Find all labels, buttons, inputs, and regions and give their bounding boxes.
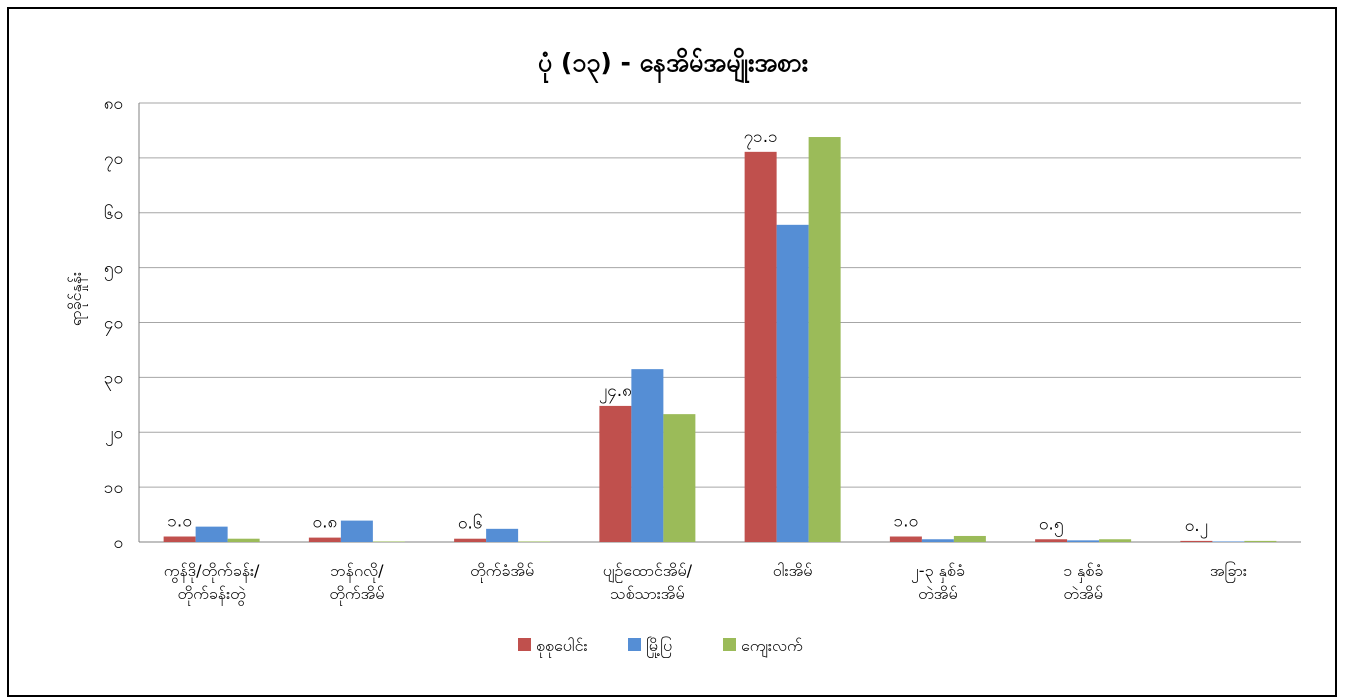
y-tick-label: ၅၀ bbox=[104, 259, 123, 282]
bar bbox=[631, 369, 664, 542]
bar bbox=[486, 528, 519, 542]
y-tick-label: ၀ bbox=[113, 533, 123, 553]
chart: ပုံ (၁၃) - နေအိမ်အမျိုးအစား ၀ ၁၀ ၂၀ ၃၀ ၄၀ ၅၀ ၆… bbox=[66, 48, 1301, 658]
bar bbox=[921, 539, 954, 542]
data-label: ၀.၂ bbox=[1185, 516, 1208, 539]
data-label: ၂၄.၈ bbox=[599, 381, 632, 404]
bar bbox=[195, 526, 228, 542]
bar bbox=[372, 541, 405, 542]
category-label: ဝါးအိမ် bbox=[773, 561, 813, 580]
chart-frame: ပုံ (၁၃) - နေအိမ်အမျိုးအစား ၀ ၁၀ ၂၀ ၃၀ ၄၀ ၅၀ ၆… bbox=[7, 7, 1337, 697]
bar bbox=[1067, 540, 1100, 542]
y-tick-label: ၁၀ bbox=[104, 478, 123, 498]
category-label: တဲအိမ် bbox=[918, 584, 957, 603]
legend-swatch bbox=[723, 638, 736, 651]
data-label: ၁.၀ bbox=[894, 512, 919, 532]
bar bbox=[953, 535, 986, 542]
y-tick-label: ၇၀ bbox=[104, 149, 123, 172]
category-label: တိုက်အိမ် bbox=[329, 584, 384, 606]
chart-title: ပုံ (၁၃) - နေအိမ်အမျိုးအစား bbox=[538, 48, 808, 83]
legend-swatch bbox=[518, 638, 531, 651]
data-label: ၁.၀ bbox=[167, 512, 192, 532]
data-label: ၀.၈ bbox=[313, 513, 338, 533]
legend-swatch bbox=[628, 638, 641, 651]
category-label: ၂-၃ နှစ်ခံ bbox=[911, 561, 965, 583]
bar bbox=[599, 405, 632, 542]
category-label: တဲအိမ် bbox=[1063, 584, 1102, 603]
legend-label: စုစုပေါင်း bbox=[536, 636, 588, 658]
category-label: ကွန်ဒို/တိုက်ခန်း/ bbox=[164, 561, 260, 583]
category-labels: ကွန်ဒို/တိုက်ခန်း/တိုက်ခန်းတွဲဘန်ဂလို/တိ… bbox=[164, 561, 1247, 606]
category-label: ၁ နှစ်ခံ bbox=[1063, 561, 1103, 583]
bar bbox=[1099, 539, 1132, 542]
category-label: တိုက်ခံအိမ် bbox=[470, 561, 534, 583]
bar bbox=[340, 520, 373, 542]
bar bbox=[889, 536, 922, 542]
bar bbox=[227, 538, 260, 542]
y-tick-label: ၈၀ bbox=[104, 94, 123, 114]
bar bbox=[776, 224, 809, 542]
bar bbox=[1180, 540, 1213, 542]
category-label: တိုက်ခန်းတွဲ bbox=[178, 584, 247, 606]
legend: စုစုပေါင်း မြို့ပြ ကျေးလက် bbox=[518, 636, 803, 658]
bar bbox=[808, 137, 841, 542]
axes: ၀ ၁၀ ၂၀ ၃၀ ၄၀ ၅၀ ၆၀ ၇၀ ၈၀ bbox=[104, 94, 1301, 553]
bar bbox=[744, 151, 777, 542]
data-label: ၀.၅ bbox=[1039, 514, 1064, 537]
bar bbox=[1244, 540, 1277, 542]
category-label: အခြား bbox=[1210, 561, 1247, 583]
y-tick-label: ၃၀ bbox=[104, 368, 123, 391]
data-labels: ၁.၀ ၀.၈ ၀.၆ ၂၄.၈ ၇၁.၁၁.၀ ၀.၅ ၀.၂ bbox=[167, 127, 1208, 539]
category-label: သစ်သားအိမ် bbox=[610, 584, 684, 603]
bar bbox=[308, 537, 341, 542]
bar bbox=[1212, 541, 1245, 542]
legend-label: ကျေးလက် bbox=[741, 636, 803, 658]
gridlines bbox=[139, 102, 1301, 488]
y-axis-label: ရာခိုင်နှုန်း bbox=[66, 272, 88, 326]
legend-label: မြို့ပြ bbox=[646, 636, 672, 658]
bar bbox=[454, 538, 487, 542]
bars bbox=[163, 137, 1277, 542]
bar bbox=[163, 536, 196, 542]
category-label: ပျဉ်ထောင်အိမ်/ bbox=[603, 561, 693, 583]
bar bbox=[663, 414, 696, 542]
bar bbox=[518, 541, 551, 542]
y-tick-label: ၂၀ bbox=[105, 423, 123, 446]
bar bbox=[1035, 539, 1068, 542]
y-tick-label: ၆၀ bbox=[104, 203, 123, 224]
y-tick-label: ၄၀ bbox=[104, 314, 123, 337]
data-label: ၇၁.၁ bbox=[744, 127, 778, 150]
data-label: ၀.၆ bbox=[458, 513, 483, 534]
category-label: ဘန်ဂလို/ bbox=[330, 561, 384, 583]
